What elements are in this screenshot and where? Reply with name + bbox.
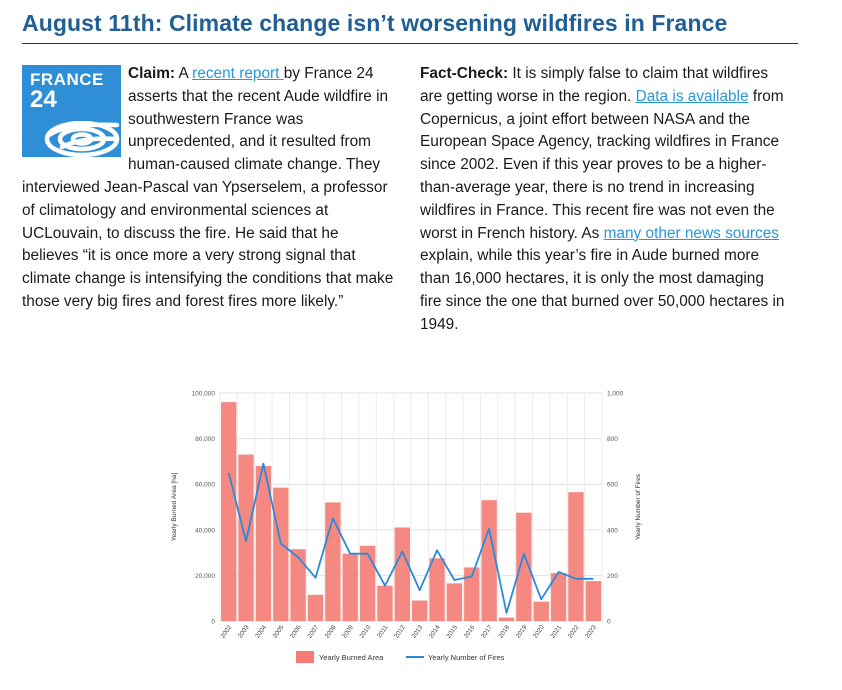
y-tick-left: 60,000: [195, 482, 215, 489]
bar-burned-area: [550, 573, 567, 621]
y-axis-title-left: Yearly Burned Area [ha]: [171, 473, 178, 542]
bar-burned-area: [481, 500, 497, 621]
y-tick-right: 200: [607, 573, 618, 580]
x-tick-label: 2017: [480, 624, 494, 640]
claim-column: FRANCE 24 Claim: A recent report by Fran…: [22, 63, 397, 314]
bar-burned-area: [342, 553, 358, 621]
claim-label: Claim:: [128, 65, 176, 82]
y-tick-left: 80,000: [195, 436, 215, 443]
x-tick-label: 2021: [549, 624, 563, 640]
title-divider: [22, 43, 798, 44]
article-title: August 11th: Climate change isn’t worsen…: [22, 10, 728, 36]
recent-report-link[interactable]: recent report: [192, 65, 284, 82]
chart-svg: 0 20,000 40,000 60,000 80,000 100,000 0 200 400 6…: [171, 391, 642, 663]
x-tick-label: 2012: [393, 624, 407, 640]
x-tick-label: 2005: [272, 624, 286, 640]
bar-burned-area: [429, 558, 445, 621]
y-tick-left: 100,000: [192, 391, 216, 398]
factcheck-text-2: from Copernicus, a joint effort between …: [420, 87, 784, 242]
bar-burned-area: [464, 567, 480, 621]
legend-label-burned-area: Yearly Burned Area: [319, 653, 384, 662]
bar-burned-area: [221, 402, 237, 621]
y-tick-left: 40,000: [195, 527, 215, 534]
factcheck-paragraph: Fact-Check: It is simply false to claim …: [420, 63, 788, 337]
legend-swatch-burned-area: [296, 651, 314, 663]
bar-burned-area: [377, 585, 393, 621]
x-tick-label: 2023: [584, 624, 598, 640]
y-tick-left: 20,000: [195, 573, 215, 580]
factcheck-text-3: explain, while this year’s fire in Aude …: [420, 247, 785, 333]
claim-text-intro: A: [175, 65, 193, 82]
x-tick-label: 2015: [445, 624, 459, 640]
broadcast-waves-icon: [22, 65, 121, 157]
news-sources-link[interactable]: many other news sources: [603, 224, 779, 242]
factcheck-column: Fact-Check: It is simply false to claim …: [420, 63, 788, 337]
claim-text-body: by France 24 asserts that the recent Aud…: [22, 65, 394, 310]
x-tick-label: 2007: [306, 624, 320, 640]
legend-label-number-of-fires: Yearly Number of Fires: [428, 653, 505, 662]
wildfire-chart: 0 20,000 40,000 60,000 80,000 100,000 0 200 400 6…: [166, 381, 650, 676]
y-tick-left: 0: [211, 619, 215, 626]
x-tick-label: 2022: [567, 624, 581, 640]
bar-burned-area: [290, 549, 306, 621]
x-tick-label: 2014: [428, 624, 442, 640]
x-tick-label: 2002: [220, 624, 234, 640]
x-tick-label: 2009: [341, 624, 355, 640]
x-tick-label: 2016: [463, 624, 477, 640]
y-tick-right: 600: [607, 482, 618, 489]
logo-line-france: FRANCE: [30, 70, 104, 89]
x-tick-label: 2020: [532, 624, 546, 640]
france24-logo: FRANCE 24: [22, 65, 121, 157]
bar-burned-area: [273, 487, 289, 621]
bar-burned-area: [307, 594, 324, 621]
x-tick-label: 2003: [237, 624, 251, 640]
factcheck-label: Fact-Check:: [420, 65, 509, 82]
y-tick-right: 400: [607, 527, 618, 534]
bar-burned-area: [359, 545, 376, 621]
bar-burned-area: [446, 583, 463, 621]
y-axis-title-right: Yearly Number of Fires: [635, 473, 642, 540]
logo-line-24: 24: [30, 86, 57, 113]
x-tick-label: 2013: [411, 624, 425, 640]
bar-burned-area: [533, 601, 549, 621]
x-tick-label: 2019: [515, 624, 529, 640]
x-tick-label: 2006: [289, 624, 303, 640]
data-available-link[interactable]: Data is available: [635, 87, 749, 105]
bar-burned-area: [498, 617, 515, 621]
y-tick-right: 1,000: [607, 391, 624, 398]
claim-paragraph: Claim: A recent report by France 24 asse…: [22, 63, 397, 314]
bar-burned-area: [516, 512, 532, 621]
line-number-of-fires: [227, 462, 594, 614]
bar-burned-area: [568, 492, 584, 621]
x-tick-label: 2010: [358, 624, 372, 640]
bar-burned-area: [412, 600, 428, 621]
bar-burned-area: [394, 527, 410, 621]
y-tick-right: 0: [607, 619, 611, 626]
x-tick-label: 2008: [324, 624, 338, 640]
bar-burned-area: [255, 465, 272, 621]
x-tick-label: 2011: [376, 624, 390, 640]
x-tick-label: 2018: [497, 624, 511, 640]
x-tick-label: 2004: [254, 624, 268, 640]
bar-burned-area: [585, 581, 601, 621]
factcheck-text-1: It is simply false to claim that wildfir…: [420, 65, 769, 105]
y-tick-right: 800: [607, 436, 618, 443]
